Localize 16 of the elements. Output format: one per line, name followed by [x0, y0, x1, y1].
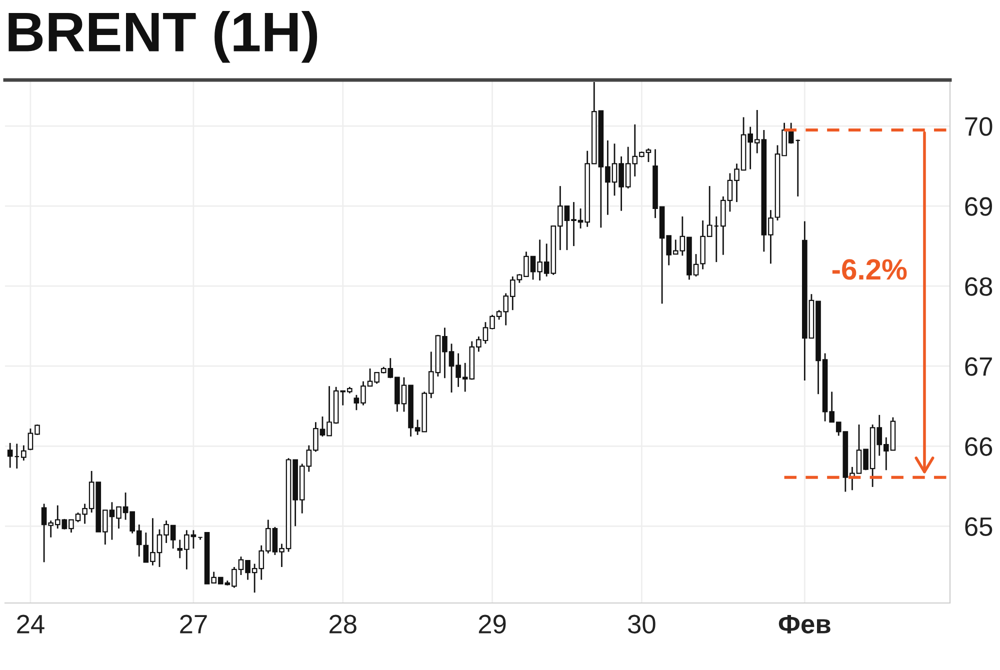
x-tick-label: 30	[628, 614, 656, 634]
y-tick-label: 69	[965, 197, 992, 216]
x-tick-label: 24	[17, 614, 44, 634]
chart-title: BRENT (1H)	[8, 10, 318, 63]
y-tick-label: 67	[965, 357, 992, 376]
x-tick-label: 27	[180, 614, 207, 634]
candlestick	[7, 442, 13, 468]
candlestick	[21, 444, 26, 462]
x-tick-label: Фев	[778, 614, 830, 634]
y-tick-label: 65	[965, 517, 992, 536]
y-tick-label: 66	[965, 437, 992, 456]
x-tick-label: 29	[478, 614, 506, 634]
x-tick-label: 28	[330, 614, 356, 634]
y-tick-label: 70	[965, 117, 992, 136]
annotation: -6.2%	[832, 259, 907, 280]
y-tick-label: 68	[965, 277, 992, 296]
